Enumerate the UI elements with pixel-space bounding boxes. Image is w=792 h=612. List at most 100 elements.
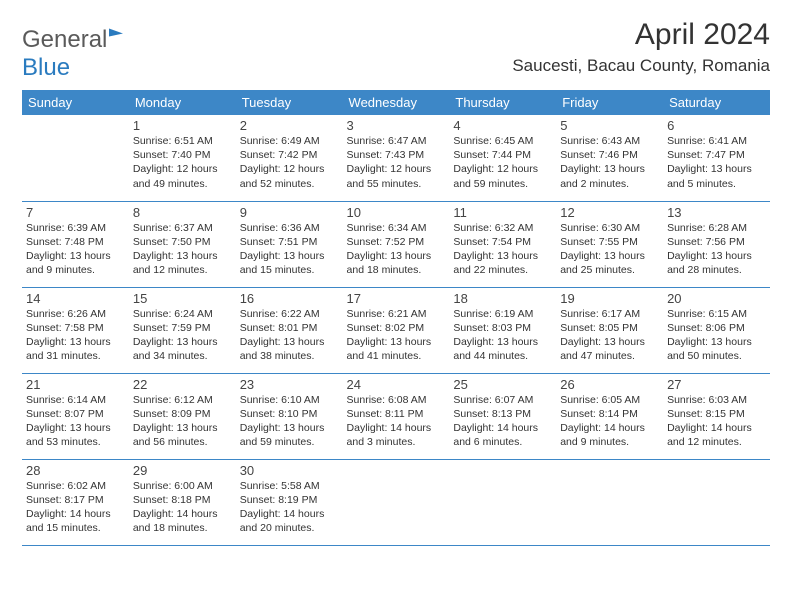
- day-number: 21: [26, 377, 125, 392]
- day-number: 18: [453, 291, 552, 306]
- logo-word2: Blue: [22, 54, 70, 81]
- day-info: Sunrise: 6:02 AMSunset: 8:17 PMDaylight:…: [26, 479, 125, 536]
- day-cell-13: 13Sunrise: 6:28 AMSunset: 7:56 PMDayligh…: [663, 201, 770, 287]
- day-cell-4: 4Sunrise: 6:45 AMSunset: 7:44 PMDaylight…: [449, 115, 556, 201]
- day-cell-2: 2Sunrise: 6:49 AMSunset: 7:42 PMDaylight…: [236, 115, 343, 201]
- day-info: Sunrise: 6:12 AMSunset: 8:09 PMDaylight:…: [133, 393, 232, 450]
- day-info: Sunrise: 6:26 AMSunset: 7:58 PMDaylight:…: [26, 307, 125, 364]
- calendar-row: 28Sunrise: 6:02 AMSunset: 8:17 PMDayligh…: [22, 459, 770, 545]
- day-info: Sunrise: 6:45 AMSunset: 7:44 PMDaylight:…: [453, 134, 552, 191]
- day-header-sunday: Sunday: [22, 90, 129, 115]
- day-info: Sunrise: 6:39 AMSunset: 7:48 PMDaylight:…: [26, 221, 125, 278]
- location-text: Saucesti, Bacau County, Romania: [512, 56, 770, 76]
- day-cell-16: 16Sunrise: 6:22 AMSunset: 8:01 PMDayligh…: [236, 287, 343, 373]
- day-info: Sunrise: 6:21 AMSunset: 8:02 PMDaylight:…: [347, 307, 446, 364]
- day-info: Sunrise: 6:37 AMSunset: 7:50 PMDaylight:…: [133, 221, 232, 278]
- day-info: Sunrise: 6:19 AMSunset: 8:03 PMDaylight:…: [453, 307, 552, 364]
- day-number: 27: [667, 377, 766, 392]
- day-header-wednesday: Wednesday: [343, 90, 450, 115]
- day-number: 7: [26, 205, 125, 220]
- day-cell-9: 9Sunrise: 6:36 AMSunset: 7:51 PMDaylight…: [236, 201, 343, 287]
- day-number: 11: [453, 205, 552, 220]
- page-title: April 2024: [512, 18, 770, 52]
- day-cell-15: 15Sunrise: 6:24 AMSunset: 7:59 PMDayligh…: [129, 287, 236, 373]
- header: General Blue April 2024 Saucesti, Bacau …: [22, 18, 770, 82]
- day-cell-6: 6Sunrise: 6:41 AMSunset: 7:47 PMDaylight…: [663, 115, 770, 201]
- calendar-row: 21Sunrise: 6:14 AMSunset: 8:07 PMDayligh…: [22, 373, 770, 459]
- day-number: 25: [453, 377, 552, 392]
- day-cell-17: 17Sunrise: 6:21 AMSunset: 8:02 PMDayligh…: [343, 287, 450, 373]
- day-number: 26: [560, 377, 659, 392]
- day-info: Sunrise: 6:08 AMSunset: 8:11 PMDaylight:…: [347, 393, 446, 450]
- day-header-friday: Friday: [556, 90, 663, 115]
- title-block: April 2024 Saucesti, Bacau County, Roman…: [512, 18, 770, 76]
- day-header-tuesday: Tuesday: [236, 90, 343, 115]
- logo: General Blue: [22, 26, 123, 82]
- day-cell-27: 27Sunrise: 6:03 AMSunset: 8:15 PMDayligh…: [663, 373, 770, 459]
- day-number: 22: [133, 377, 232, 392]
- day-cell-8: 8Sunrise: 6:37 AMSunset: 7:50 PMDaylight…: [129, 201, 236, 287]
- day-info: Sunrise: 6:10 AMSunset: 8:10 PMDaylight:…: [240, 393, 339, 450]
- empty-cell: [556, 459, 663, 545]
- day-number: 12: [560, 205, 659, 220]
- logo-word1: General: [22, 26, 107, 53]
- day-cell-12: 12Sunrise: 6:30 AMSunset: 7:55 PMDayligh…: [556, 201, 663, 287]
- day-cell-7: 7Sunrise: 6:39 AMSunset: 7:48 PMDaylight…: [22, 201, 129, 287]
- day-number: 14: [26, 291, 125, 306]
- day-number: 9: [240, 205, 339, 220]
- day-number: 30: [240, 463, 339, 478]
- day-cell-25: 25Sunrise: 6:07 AMSunset: 8:13 PMDayligh…: [449, 373, 556, 459]
- day-number: 15: [133, 291, 232, 306]
- day-cell-28: 28Sunrise: 6:02 AMSunset: 8:17 PMDayligh…: [22, 459, 129, 545]
- day-cell-23: 23Sunrise: 6:10 AMSunset: 8:10 PMDayligh…: [236, 373, 343, 459]
- day-info: Sunrise: 6:03 AMSunset: 8:15 PMDaylight:…: [667, 393, 766, 450]
- empty-cell: [343, 459, 450, 545]
- day-number: 8: [133, 205, 232, 220]
- empty-cell: [449, 459, 556, 545]
- day-cell-20: 20Sunrise: 6:15 AMSunset: 8:06 PMDayligh…: [663, 287, 770, 373]
- calendar-row: 7Sunrise: 6:39 AMSunset: 7:48 PMDaylight…: [22, 201, 770, 287]
- day-cell-19: 19Sunrise: 6:17 AMSunset: 8:05 PMDayligh…: [556, 287, 663, 373]
- day-info: Sunrise: 6:17 AMSunset: 8:05 PMDaylight:…: [560, 307, 659, 364]
- day-number: 16: [240, 291, 339, 306]
- day-header-thursday: Thursday: [449, 90, 556, 115]
- day-info: Sunrise: 6:49 AMSunset: 7:42 PMDaylight:…: [240, 134, 339, 191]
- day-cell-3: 3Sunrise: 6:47 AMSunset: 7:43 PMDaylight…: [343, 115, 450, 201]
- day-cell-10: 10Sunrise: 6:34 AMSunset: 7:52 PMDayligh…: [343, 201, 450, 287]
- day-info: Sunrise: 6:30 AMSunset: 7:55 PMDaylight:…: [560, 221, 659, 278]
- day-number: 6: [667, 118, 766, 133]
- day-header-saturday: Saturday: [663, 90, 770, 115]
- day-cell-14: 14Sunrise: 6:26 AMSunset: 7:58 PMDayligh…: [22, 287, 129, 373]
- day-info: Sunrise: 6:34 AMSunset: 7:52 PMDaylight:…: [347, 221, 446, 278]
- day-info: Sunrise: 6:43 AMSunset: 7:46 PMDaylight:…: [560, 134, 659, 191]
- day-number: 5: [560, 118, 659, 133]
- day-info: Sunrise: 6:51 AMSunset: 7:40 PMDaylight:…: [133, 134, 232, 191]
- day-number: 3: [347, 118, 446, 133]
- day-info: Sunrise: 6:32 AMSunset: 7:54 PMDaylight:…: [453, 221, 552, 278]
- day-number: 10: [347, 205, 446, 220]
- empty-cell: [663, 459, 770, 545]
- day-number: 1: [133, 118, 232, 133]
- day-number: 17: [347, 291, 446, 306]
- day-number: 2: [240, 118, 339, 133]
- day-number: 4: [453, 118, 552, 133]
- day-info: Sunrise: 6:24 AMSunset: 7:59 PMDaylight:…: [133, 307, 232, 364]
- logo-text: General Blue: [22, 26, 123, 82]
- day-info: Sunrise: 6:00 AMSunset: 8:18 PMDaylight:…: [133, 479, 232, 536]
- day-cell-29: 29Sunrise: 6:00 AMSunset: 8:18 PMDayligh…: [129, 459, 236, 545]
- day-cell-5: 5Sunrise: 6:43 AMSunset: 7:46 PMDaylight…: [556, 115, 663, 201]
- calendar-body: 1Sunrise: 6:51 AMSunset: 7:40 PMDaylight…: [22, 115, 770, 545]
- empty-cell: [22, 115, 129, 201]
- day-cell-21: 21Sunrise: 6:14 AMSunset: 8:07 PMDayligh…: [22, 373, 129, 459]
- calendar-table: SundayMondayTuesdayWednesdayThursdayFrid…: [22, 90, 770, 546]
- day-cell-11: 11Sunrise: 6:32 AMSunset: 7:54 PMDayligh…: [449, 201, 556, 287]
- day-cell-22: 22Sunrise: 6:12 AMSunset: 8:09 PMDayligh…: [129, 373, 236, 459]
- calendar-row: 1Sunrise: 6:51 AMSunset: 7:40 PMDaylight…: [22, 115, 770, 201]
- day-info: Sunrise: 5:58 AMSunset: 8:19 PMDaylight:…: [240, 479, 339, 536]
- day-info: Sunrise: 6:36 AMSunset: 7:51 PMDaylight:…: [240, 221, 339, 278]
- day-info: Sunrise: 6:15 AMSunset: 8:06 PMDaylight:…: [667, 307, 766, 364]
- day-header-monday: Monday: [129, 90, 236, 115]
- logo-arrow-icon: [109, 26, 123, 37]
- day-number: 13: [667, 205, 766, 220]
- day-number: 29: [133, 463, 232, 478]
